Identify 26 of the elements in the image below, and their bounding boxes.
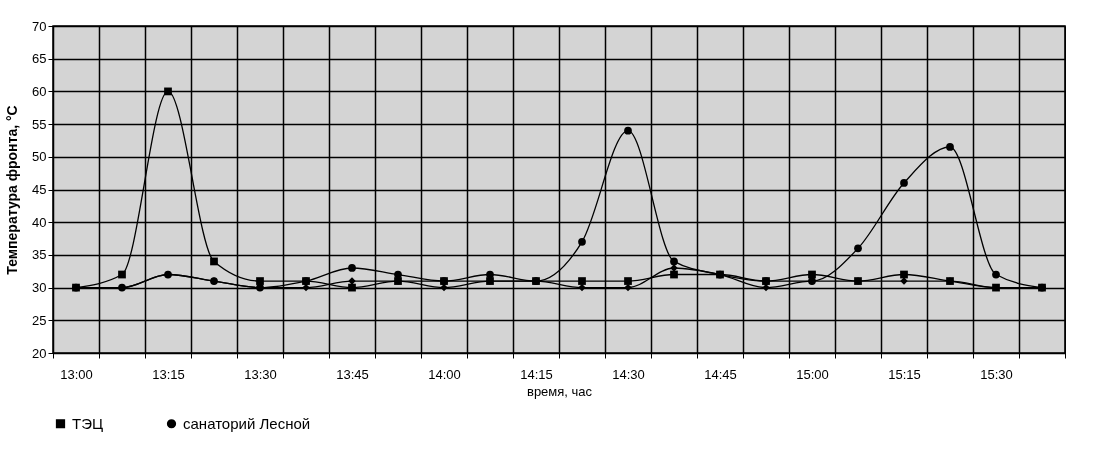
x-tick-label: 15:30 xyxy=(980,366,1013,382)
x-tick-label: 14:30 xyxy=(612,366,645,382)
legend-label: санаторий Лесной xyxy=(183,414,311,432)
x-tick-label: 14:45 xyxy=(704,366,737,382)
y-tick-label: 70 xyxy=(32,18,47,34)
y-tick-label: 55 xyxy=(32,116,47,132)
x-tick-label: 13:45 xyxy=(336,366,369,382)
legend-label: ТЭЦ xyxy=(72,414,104,432)
y-tick-label: 65 xyxy=(32,51,47,67)
x-tick-label: 15:15 xyxy=(888,366,921,382)
y-tick-label: 50 xyxy=(32,149,47,165)
x-tick-label: 13:30 xyxy=(244,366,277,382)
y-tick-label: 60 xyxy=(32,83,47,99)
y-tick-label: 40 xyxy=(32,214,47,230)
y-tick-label: 35 xyxy=(32,247,47,263)
x-axis-title: время, час xyxy=(526,383,593,399)
x-tick-label: 14:00 xyxy=(428,366,461,382)
x-tick-label: 13:15 xyxy=(152,366,185,382)
x-tick-label: 13:00 xyxy=(60,366,93,382)
y-tick-label: 25 xyxy=(32,312,47,328)
x-tick-label: 14:15 xyxy=(520,366,553,382)
y-tick-label: 20 xyxy=(32,345,47,361)
y-tick-label: 30 xyxy=(32,280,47,296)
y-axis-title: Температура фронта, °С xyxy=(4,105,21,275)
y-tick-label: 45 xyxy=(32,182,47,197)
x-tick-label: 15:00 xyxy=(796,366,829,382)
